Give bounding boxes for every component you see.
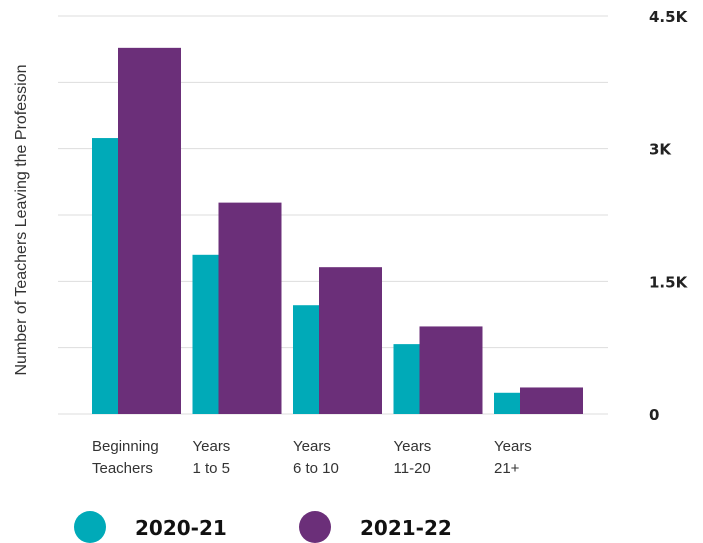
bar-2021-22-3 (419, 326, 483, 414)
x-tick-label: Years 21+ (494, 438, 532, 477)
legend-swatch-2020-21 (74, 511, 106, 543)
legend-label-2021-22: 2021-22 (360, 516, 452, 540)
legend: 2020-21 2021-22 (74, 511, 452, 543)
bar-2020-21-1 (192, 254, 219, 414)
x-tick-label: Years 11-20 (394, 438, 432, 477)
y-tick-label: 3K (649, 141, 672, 159)
legend-label-2020-21: 2020-21 (135, 516, 227, 540)
x-axis-ticks: Beginning Teachers Years 1 to 5 Years 6 to 10… (92, 438, 532, 477)
x-tick-label: Years 6 to 10 (293, 438, 339, 477)
legend-swatch-2021-22 (299, 511, 331, 543)
bars (92, 47, 583, 415)
bar-2020-21-3 (393, 344, 420, 414)
bar-2020-21-2 (293, 305, 319, 414)
x-tick-label: Beginning Teachers (92, 438, 159, 477)
y-axis-ticks: 0 1.5K 3K 4.5K (649, 8, 689, 424)
bar-2021-22-0 (118, 47, 181, 415)
y-axis-label: Number of Teachers Leaving the Professio… (13, 65, 30, 376)
bar-2021-22-2 (319, 267, 382, 414)
bar-2020-21-4 (494, 392, 520, 414)
x-tick-label: Years 1 to 5 (193, 438, 231, 477)
y-tick-label: 1.5K (649, 273, 689, 291)
bar-2020-21-0 (92, 138, 118, 414)
bar-2021-22-1 (218, 202, 282, 414)
y-tick-label: 0 (649, 406, 659, 424)
bar-2021-22-4 (520, 387, 583, 414)
y-tick-label: 4.5K (649, 8, 689, 26)
